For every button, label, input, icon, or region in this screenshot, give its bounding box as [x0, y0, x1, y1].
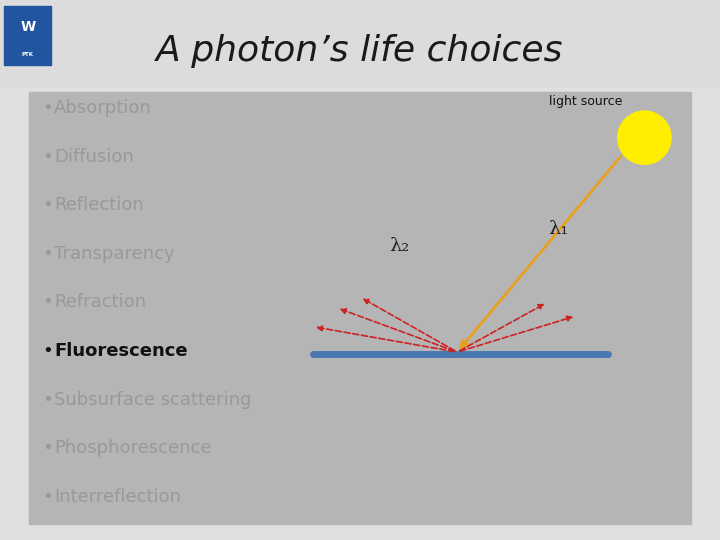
Ellipse shape — [617, 110, 672, 165]
Text: PTK: PTK — [22, 52, 34, 57]
Text: Phosphorescence: Phosphorescence — [54, 439, 212, 457]
Text: Transparency: Transparency — [54, 245, 175, 263]
Text: light source: light source — [549, 95, 623, 108]
Text: •: • — [42, 245, 53, 263]
Bar — [0, 0, 720, 86]
Text: Diffusion: Diffusion — [54, 147, 134, 166]
Text: Refraction: Refraction — [54, 293, 146, 312]
Text: Interreflection: Interreflection — [54, 488, 181, 506]
Text: •: • — [42, 196, 53, 214]
Text: •: • — [42, 390, 53, 409]
Text: W: W — [20, 20, 35, 34]
Text: •: • — [42, 439, 53, 457]
Text: Absorption: Absorption — [54, 99, 152, 117]
Bar — [4, 6, 51, 65]
Text: Reflection: Reflection — [54, 196, 144, 214]
Text: λ₁: λ₁ — [548, 220, 568, 239]
Text: λ₂: λ₂ — [390, 237, 410, 255]
Text: •: • — [42, 342, 53, 360]
Text: •: • — [42, 293, 53, 312]
Text: A photon’s life choices: A photon’s life choices — [156, 35, 564, 68]
Text: •: • — [42, 99, 53, 117]
Bar — [29, 92, 691, 524]
Text: Subsurface scattering: Subsurface scattering — [54, 390, 251, 409]
Text: Fluorescence: Fluorescence — [54, 342, 188, 360]
Text: •: • — [42, 488, 53, 506]
Text: •: • — [42, 147, 53, 166]
